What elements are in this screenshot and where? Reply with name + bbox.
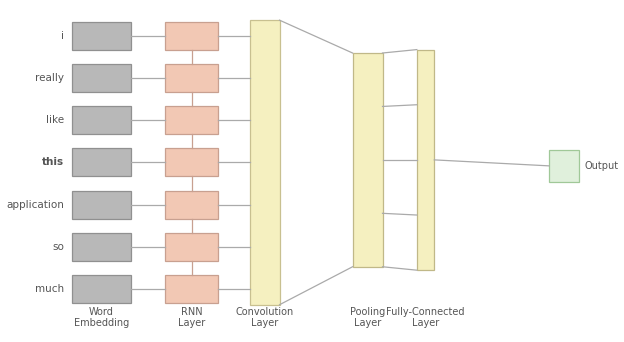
FancyBboxPatch shape: [72, 190, 131, 219]
FancyBboxPatch shape: [165, 22, 218, 50]
Text: Convolution
Layer: Convolution Layer: [235, 307, 294, 328]
Text: this: this: [42, 157, 64, 168]
FancyBboxPatch shape: [165, 233, 218, 261]
Text: i: i: [61, 31, 64, 41]
Text: RNN
Layer: RNN Layer: [178, 307, 205, 328]
Text: Pooling
Layer: Pooling Layer: [350, 307, 385, 328]
Text: like: like: [46, 115, 64, 125]
Text: so: so: [52, 242, 64, 252]
Text: really: really: [36, 73, 64, 83]
FancyBboxPatch shape: [165, 106, 218, 134]
FancyBboxPatch shape: [165, 148, 218, 176]
Text: Word
Embedding: Word Embedding: [74, 307, 129, 328]
FancyBboxPatch shape: [250, 20, 280, 305]
Text: Fully-Connected
Layer: Fully-Connected Layer: [386, 307, 465, 328]
FancyBboxPatch shape: [72, 64, 131, 92]
Text: application: application: [6, 200, 64, 210]
Text: Output: Output: [584, 161, 618, 171]
FancyBboxPatch shape: [165, 64, 218, 92]
FancyBboxPatch shape: [72, 106, 131, 134]
FancyBboxPatch shape: [417, 50, 434, 270]
FancyBboxPatch shape: [549, 150, 579, 182]
FancyBboxPatch shape: [72, 148, 131, 176]
FancyBboxPatch shape: [165, 275, 218, 303]
FancyBboxPatch shape: [72, 233, 131, 261]
FancyBboxPatch shape: [72, 22, 131, 50]
Text: much: much: [35, 284, 64, 294]
FancyBboxPatch shape: [353, 53, 383, 267]
FancyBboxPatch shape: [165, 190, 218, 219]
FancyBboxPatch shape: [72, 275, 131, 303]
